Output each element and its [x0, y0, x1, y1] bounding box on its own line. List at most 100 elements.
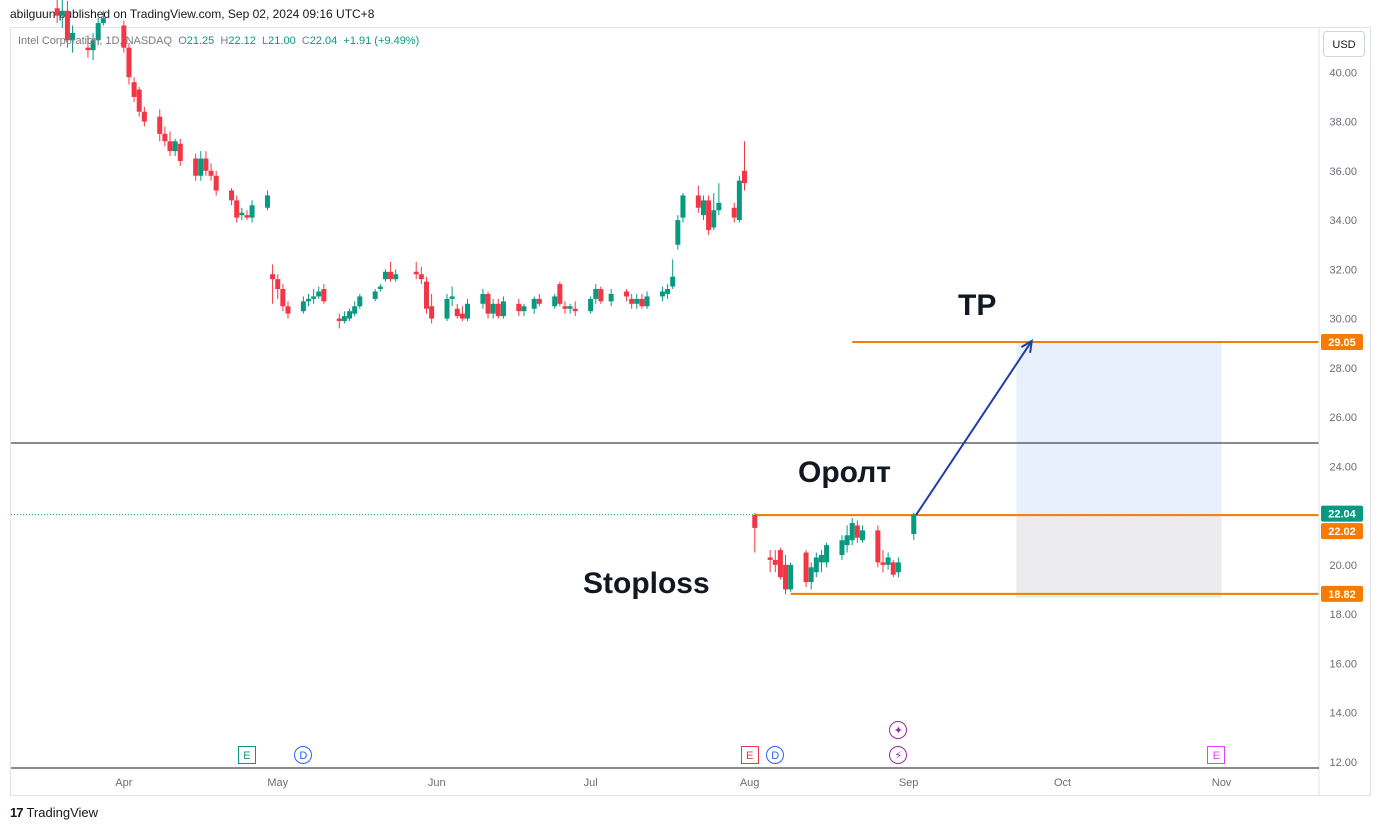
candle-body	[480, 293, 486, 304]
candle	[644, 291, 650, 309]
candle	[193, 153, 199, 181]
earnings-event-icon[interactable]: E	[1207, 746, 1226, 764]
candle-body	[562, 306, 568, 309]
x-tick-label: Apr	[115, 777, 132, 789]
time-axis[interactable]: Apr May Jun Jul Aug Sep Oct Nov	[11, 767, 1319, 789]
profit-zone	[1016, 341, 1222, 516]
candle	[670, 259, 676, 290]
candle	[239, 207, 245, 221]
x-tick-label: Jul	[584, 777, 598, 789]
entry-price-tag: 22.02	[1328, 526, 1356, 538]
entry-label: Оролт	[798, 456, 891, 489]
candle	[423, 276, 429, 314]
candle-body	[752, 515, 758, 528]
candles-layer	[54, 0, 917, 595]
candle-body	[629, 298, 635, 304]
candle-body	[890, 562, 896, 575]
candle-body	[162, 133, 168, 142]
candle	[172, 138, 178, 157]
candle-body	[644, 296, 650, 307]
candle-body	[423, 281, 429, 309]
candle-body	[567, 306, 573, 309]
candle	[516, 298, 522, 317]
candle	[572, 301, 578, 317]
candle-body	[454, 308, 460, 317]
footer-logo-text: TradingView	[26, 805, 99, 820]
candle	[167, 131, 173, 157]
candle-body	[885, 557, 891, 565]
y-tick-label: 12.00	[1329, 757, 1357, 769]
candle-body	[742, 170, 748, 184]
candle-body	[100, 18, 106, 24]
candle	[598, 286, 604, 304]
candle	[59, 0, 65, 28]
ohlc-legend: Intel Corporation, 1D, NASDAQ O21.25 H22…	[18, 35, 419, 47]
candle-body	[321, 289, 327, 302]
candle	[495, 298, 501, 319]
currency-button[interactable]: USD	[1323, 31, 1365, 57]
candle	[593, 284, 599, 304]
earnings-event-icon[interactable]: E	[740, 746, 759, 764]
candle	[854, 520, 860, 543]
candle	[875, 525, 881, 568]
candle	[813, 552, 819, 578]
candle-body	[316, 291, 322, 297]
candle-body	[711, 210, 717, 228]
candle	[695, 185, 701, 213]
candle-body	[429, 306, 435, 319]
candle	[311, 289, 317, 304]
candle-body	[418, 274, 424, 280]
legend-open: 21.25	[186, 35, 215, 47]
candle	[588, 296, 594, 314]
candle	[675, 215, 681, 250]
candle-body	[136, 89, 142, 112]
candle-body	[270, 274, 276, 280]
y-tick-label: 26.00	[1329, 412, 1357, 424]
candle	[465, 298, 471, 322]
candle-body	[670, 276, 676, 287]
candle-body	[859, 530, 865, 541]
candle	[198, 151, 204, 181]
candle-body	[249, 205, 255, 218]
candle	[126, 42, 132, 85]
candle	[275, 274, 281, 299]
candle-body	[772, 559, 778, 565]
candle	[880, 550, 886, 573]
price-axis[interactable]: 40.00 38.00 36.00 34.00 32.00 30.00 28.00 26.00…	[1318, 28, 1357, 795]
legend-symbol: Intel Corporation, 1D, NASDAQ	[18, 35, 173, 47]
candle	[536, 293, 542, 307]
candle	[624, 289, 630, 302]
candle	[839, 535, 845, 560]
candle-body	[126, 47, 132, 78]
candle-body	[208, 170, 214, 176]
candle-body	[393, 274, 399, 280]
legend-low: 21.00	[268, 35, 296, 47]
candle-body	[521, 306, 527, 312]
candle	[157, 109, 163, 142]
candle-body	[495, 303, 501, 317]
candle-body	[341, 316, 347, 322]
earnings-event-icon[interactable]: E	[237, 746, 256, 764]
candle	[659, 286, 665, 302]
candle-body	[624, 291, 630, 297]
candle-body	[239, 212, 245, 216]
candle	[454, 303, 460, 319]
candle	[716, 183, 722, 216]
candle-body	[531, 298, 537, 309]
dividend-event-icon[interactable]: D	[766, 746, 785, 764]
candle	[783, 554, 789, 595]
split-event-icon[interactable]: ⚡	[889, 746, 908, 764]
loss-zone	[1016, 515, 1222, 598]
candle-body	[95, 23, 101, 41]
candle	[270, 264, 276, 304]
candle-body	[788, 564, 794, 590]
candle-body	[193, 158, 199, 176]
candle	[357, 293, 363, 309]
candle-body	[85, 47, 91, 51]
candle	[459, 306, 465, 322]
candle	[639, 293, 645, 309]
dividend-event-icon[interactable]: D	[294, 746, 313, 764]
other-event-icon[interactable]: ✦	[889, 721, 908, 739]
target-arrow	[915, 339, 1034, 516]
